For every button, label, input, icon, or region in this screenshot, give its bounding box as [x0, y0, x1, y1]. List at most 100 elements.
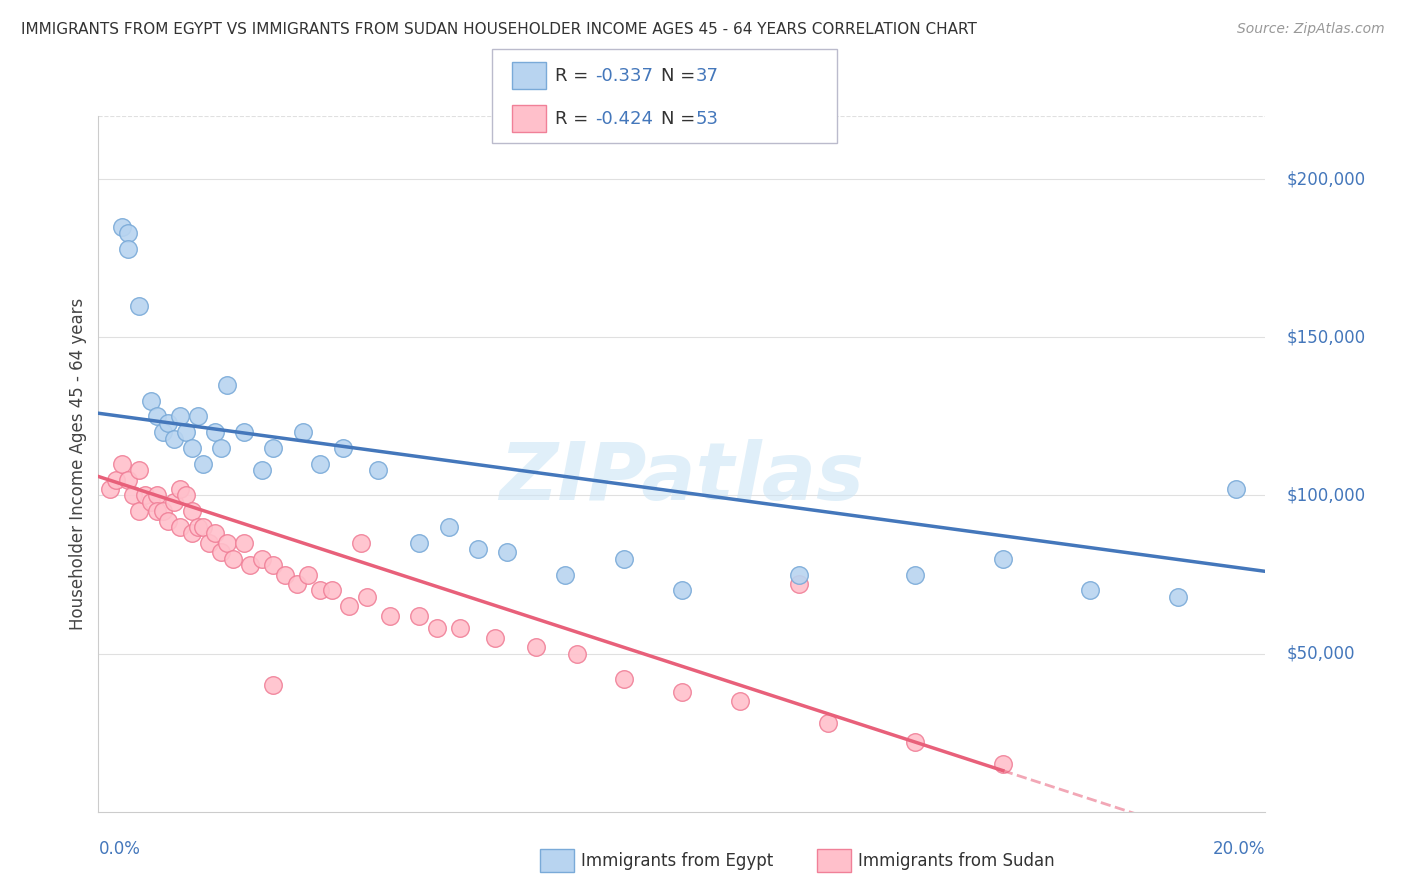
Point — [484, 631, 506, 645]
Text: R =: R = — [555, 110, 595, 128]
Point — [174, 425, 197, 440]
Point — [274, 567, 297, 582]
Point — [671, 684, 693, 698]
Point — [321, 583, 343, 598]
Point — [262, 558, 284, 572]
Point — [350, 536, 373, 550]
Point — [204, 425, 226, 440]
Point — [297, 567, 319, 582]
Text: IMMIGRANTS FROM EGYPT VS IMMIGRANTS FROM SUDAN HOUSEHOLDER INCOME AGES 45 - 64 Y: IMMIGRANTS FROM EGYPT VS IMMIGRANTS FROM… — [21, 22, 977, 37]
Text: $100,000: $100,000 — [1286, 486, 1365, 505]
Text: $50,000: $50,000 — [1286, 645, 1355, 663]
Point — [122, 488, 145, 502]
Point — [728, 694, 751, 708]
Point — [187, 520, 209, 534]
Point — [146, 504, 169, 518]
Point — [193, 457, 215, 471]
Point — [117, 473, 139, 487]
Point — [174, 488, 197, 502]
Point — [111, 219, 134, 234]
Point — [187, 409, 209, 424]
Point — [157, 514, 180, 528]
Point — [1167, 590, 1189, 604]
Point — [337, 599, 360, 614]
Text: 0.0%: 0.0% — [98, 839, 141, 857]
Point — [128, 299, 150, 313]
Point — [449, 621, 471, 635]
Point — [98, 482, 121, 496]
Text: 37: 37 — [696, 67, 718, 85]
Point — [117, 242, 139, 256]
Text: 53: 53 — [696, 110, 718, 128]
Text: $200,000: $200,000 — [1286, 170, 1365, 188]
Point — [139, 393, 162, 408]
Point — [180, 504, 202, 518]
Point — [408, 608, 430, 623]
Point — [111, 457, 134, 471]
Point — [332, 441, 354, 455]
Point — [787, 567, 810, 582]
Point — [169, 482, 191, 496]
Point — [209, 545, 232, 559]
Point — [128, 463, 150, 477]
Point — [180, 526, 202, 541]
Point — [157, 416, 180, 430]
Text: Source: ZipAtlas.com: Source: ZipAtlas.com — [1237, 22, 1385, 37]
Point — [215, 536, 238, 550]
Point — [1225, 482, 1247, 496]
Point — [612, 551, 634, 566]
Point — [209, 441, 232, 455]
Point — [152, 504, 174, 518]
Point — [904, 735, 927, 749]
Point — [787, 577, 810, 591]
Point — [215, 377, 238, 392]
Point — [671, 583, 693, 598]
Point — [239, 558, 262, 572]
Text: $150,000: $150,000 — [1286, 328, 1365, 346]
Point — [233, 425, 256, 440]
Point — [128, 504, 150, 518]
Point — [104, 473, 127, 487]
Point — [250, 551, 273, 566]
Point — [612, 672, 634, 686]
Text: -0.424: -0.424 — [595, 110, 652, 128]
Text: ZIPatlas: ZIPatlas — [499, 439, 865, 516]
Text: N =: N = — [661, 67, 700, 85]
Point — [367, 463, 389, 477]
Point — [134, 488, 156, 502]
Point — [146, 488, 169, 502]
Point — [163, 495, 186, 509]
Point — [198, 536, 221, 550]
Point — [524, 640, 547, 655]
Point — [426, 621, 449, 635]
Point — [408, 536, 430, 550]
Point — [180, 441, 202, 455]
Point — [169, 409, 191, 424]
Text: N =: N = — [661, 110, 700, 128]
Point — [285, 577, 308, 591]
Point — [117, 226, 139, 240]
Point — [250, 463, 273, 477]
Point — [309, 457, 332, 471]
Text: Immigrants from Sudan: Immigrants from Sudan — [858, 852, 1054, 870]
Point — [904, 567, 927, 582]
Point — [467, 542, 489, 557]
Y-axis label: Householder Income Ages 45 - 64 years: Householder Income Ages 45 - 64 years — [69, 298, 87, 630]
Text: R =: R = — [555, 67, 595, 85]
Point — [163, 432, 186, 446]
Text: 20.0%: 20.0% — [1213, 839, 1265, 857]
Point — [356, 590, 378, 604]
Point — [291, 425, 314, 440]
Point — [991, 551, 1014, 566]
Point — [565, 647, 588, 661]
Point — [378, 608, 402, 623]
Point — [991, 757, 1014, 772]
Point — [146, 409, 169, 424]
Point — [233, 536, 256, 550]
Point — [262, 678, 284, 692]
Text: -0.337: -0.337 — [595, 67, 652, 85]
Point — [495, 545, 517, 559]
Point — [309, 583, 332, 598]
Point — [437, 520, 460, 534]
Point — [193, 520, 215, 534]
